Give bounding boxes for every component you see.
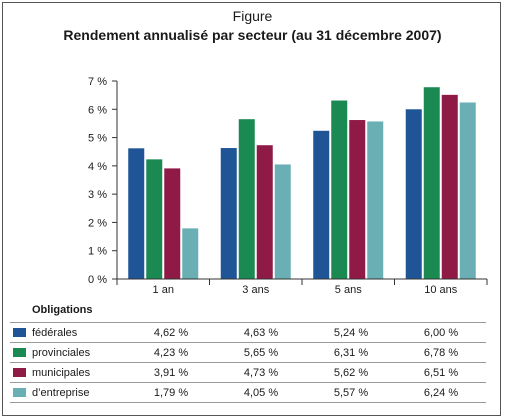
bar	[128, 148, 145, 279]
y-tick-label: 7 %	[88, 76, 107, 88]
legend-swatch	[13, 327, 26, 337]
table-body: fédérales 4,62 % 4,63 % 5,24 % 6,00 % provinc…	[10, 322, 486, 403]
bar	[459, 102, 476, 279]
series-name: provinciales	[32, 346, 91, 359]
table-header-row: Obligations	[10, 303, 486, 323]
bar-chart: 0 %1 %2 %3 %4 %5 %6 %7 % 1 an 3 ans 5 ans 1…	[88, 76, 488, 296]
bar	[405, 109, 422, 280]
bar	[164, 168, 181, 279]
table-row: d’entreprise 1,79 % 4,05 % 5,57 % 6,24 %	[10, 382, 486, 403]
bar	[274, 164, 291, 279]
value-cell: 6,00 %	[396, 322, 486, 343]
series-cell: municipales	[10, 362, 126, 383]
legend-swatch	[13, 387, 26, 397]
series-name: municipales	[32, 366, 91, 379]
value-cell: 5,65 %	[216, 342, 306, 363]
value-cell: 3,91 %	[126, 362, 216, 383]
y-tick-label: 6 %	[88, 104, 107, 116]
value-cell: 6,31 %	[306, 342, 396, 363]
bar	[423, 87, 440, 279]
x-tick-label: 1 an	[153, 284, 174, 296]
legend-swatch	[13, 347, 26, 357]
value-cell: 4,73 %	[216, 362, 306, 383]
y-tick-label: 5 %	[88, 133, 107, 145]
bar	[146, 159, 163, 279]
value-cell: 5,24 %	[306, 322, 396, 343]
value-cell: 5,57 %	[306, 382, 396, 403]
figure-label: Figure	[232, 8, 273, 24]
legend-swatch	[13, 367, 26, 377]
value-cell: 6,78 %	[396, 342, 486, 363]
bar	[367, 121, 384, 279]
y-tick-label: 3 %	[88, 189, 107, 201]
value-cell: 4,62 %	[126, 322, 216, 343]
bar	[441, 94, 458, 279]
bar	[349, 120, 366, 279]
y-tick-label: 1 %	[88, 246, 107, 258]
value-cell: 5,62 %	[306, 362, 396, 383]
chart-title: Rendement annualisé par secteur (au 31 d…	[63, 27, 442, 43]
value-cell: 4,05 %	[216, 382, 306, 403]
bar	[220, 148, 237, 279]
table-header: Obligations	[32, 304, 93, 316]
series-cell: provinciales	[10, 342, 126, 363]
bars	[128, 87, 476, 280]
x-tick-label: 3 ans	[242, 284, 269, 296]
x-tick-label: 10 ans	[424, 284, 458, 296]
bar	[256, 145, 273, 279]
bar	[182, 228, 199, 279]
table-row: municipales 3,91 % 4,73 % 5,62 % 6,51 %	[10, 362, 486, 383]
x-tick-label: 5 ans	[335, 284, 362, 296]
series-name: fédérales	[32, 326, 78, 339]
series-cell: d’entreprise	[10, 382, 126, 403]
series-cell: fédérales	[10, 322, 126, 343]
value-cell: 1,79 %	[126, 382, 216, 403]
y-tick-label: 2 %	[88, 217, 107, 229]
y-axis: 0 % 1 % 2 % 3 % 4 % 5 % 6 % 7 %	[88, 76, 118, 286]
value-cell: 4,23 %	[126, 342, 216, 363]
value-cell: 4,63 %	[216, 322, 306, 343]
bar	[238, 119, 255, 279]
table-row: fédérales 4,62 % 4,63 % 5,24 % 6,00 %	[10, 322, 486, 343]
y-tick-label: 4 %	[88, 161, 107, 173]
value-cell: 6,24 %	[396, 382, 486, 403]
value-cell: 6,51 %	[396, 362, 486, 383]
bar	[313, 130, 330, 279]
y-tick-label: 0 %	[88, 274, 107, 286]
x-axis: 1 an 3 ans 5 ans 10 ans	[116, 278, 488, 296]
data-table: Obligations fédérales 4,62 % 4,63 % 5,24 % 6…	[10, 303, 486, 403]
table-row: provinciales 4,23 % 5,65 % 6,31 % 6,78 %	[10, 342, 486, 363]
series-name: d’entreprise	[32, 386, 90, 399]
bar	[331, 100, 348, 279]
